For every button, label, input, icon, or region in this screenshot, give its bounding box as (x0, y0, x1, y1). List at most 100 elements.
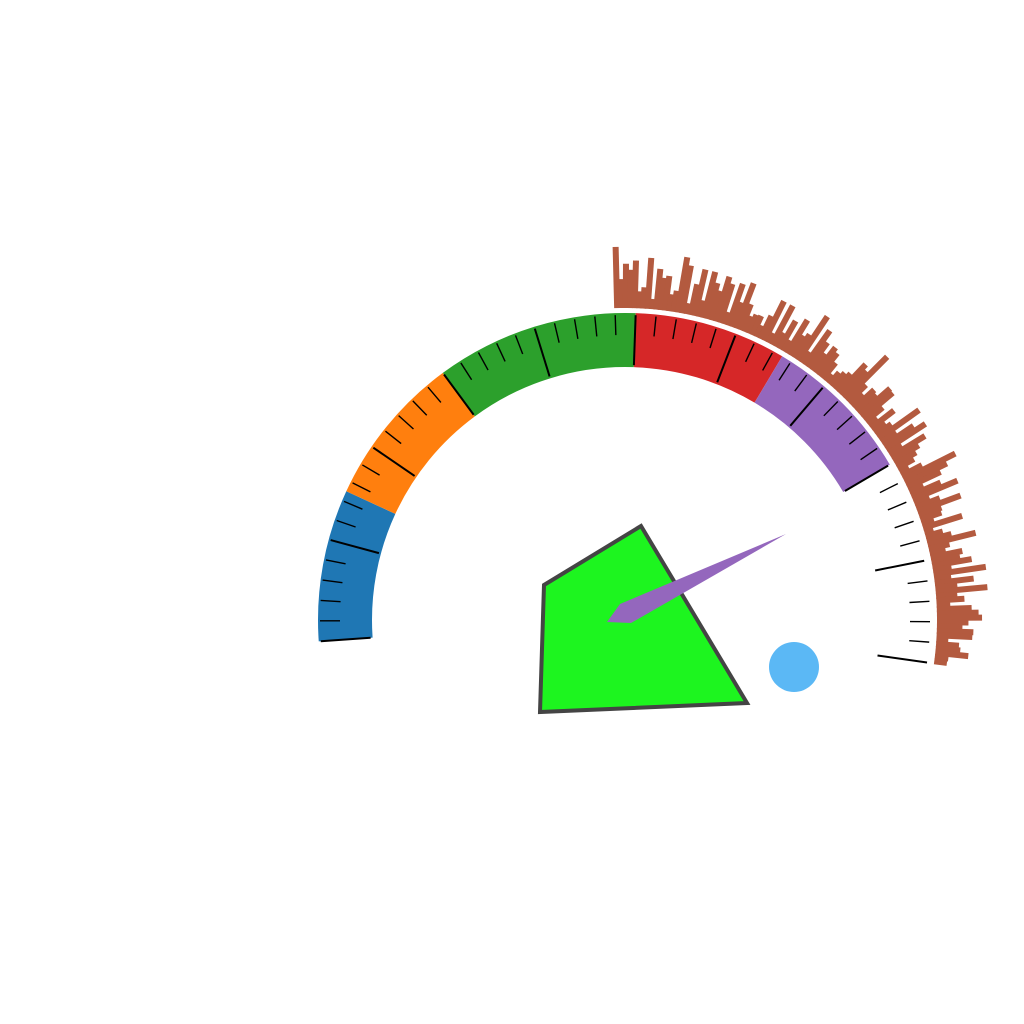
minor-tick (460, 362, 473, 381)
histogram-bar (773, 331, 787, 349)
histogram-bar (657, 277, 668, 311)
histogram-bar (780, 338, 793, 353)
major-tick (372, 446, 416, 477)
histogram-bar (823, 372, 835, 384)
histogram-bar (749, 314, 764, 337)
histogram-bars (612, 246, 988, 666)
minor-tick (325, 559, 346, 565)
histogram-bar (753, 324, 765, 339)
histogram-bar (936, 595, 965, 604)
histogram-bar (935, 591, 958, 600)
minor-tick (594, 316, 598, 337)
histogram-bar (935, 645, 961, 654)
histogram-bar (924, 528, 944, 540)
histogram-bar (934, 582, 958, 591)
major-tick (443, 373, 475, 416)
minor-tick (343, 500, 363, 510)
histogram-bar (866, 415, 879, 428)
minor-tick (744, 343, 755, 363)
histogram-bar (745, 313, 760, 335)
histogram-bar (882, 423, 916, 449)
histogram-bar (916, 492, 962, 515)
histogram-bar (708, 290, 724, 322)
histogram-bar (661, 275, 673, 311)
histogram-bar (914, 495, 941, 511)
major-tick (844, 464, 889, 492)
histogram-bar (936, 632, 973, 641)
histogram-bar (761, 299, 787, 343)
gauge-band-3 (442, 313, 636, 417)
minor-tick (573, 319, 579, 340)
minor-tick (709, 328, 717, 349)
minor-tick (762, 352, 773, 371)
histogram-bar (932, 564, 952, 574)
histogram-bar (644, 257, 655, 310)
histogram-bar (898, 464, 911, 475)
minor-tick (385, 430, 402, 445)
minor-tick (672, 319, 677, 340)
histogram-bar (666, 293, 675, 312)
minor-tick (352, 482, 371, 493)
histogram-bar (687, 283, 701, 316)
histogram-bar (902, 450, 957, 483)
minor-tick (860, 447, 878, 461)
histogram-bar (725, 282, 746, 327)
minor-tick (823, 401, 839, 417)
histogram-bar (874, 421, 894, 438)
minor-tick (848, 431, 866, 445)
histogram-bar (809, 351, 828, 373)
gauge-band-4 (633, 313, 783, 403)
histogram-bar (920, 517, 935, 527)
minor-tick (496, 343, 506, 362)
histogram-bar (913, 494, 931, 507)
histogram-bar (648, 298, 656, 310)
histogram-bar (833, 371, 853, 392)
minor-tick (398, 415, 414, 430)
histogram-bar (846, 382, 868, 405)
histogram-bar (836, 362, 868, 395)
histogram-bar (683, 302, 692, 315)
histogram-bar (640, 287, 648, 309)
major-tick (716, 335, 737, 383)
histogram-bar (884, 421, 928, 452)
histogram-bar (635, 291, 643, 309)
gauge-band-1 (318, 491, 396, 642)
histogram-bar (930, 548, 963, 561)
major-tick (533, 328, 551, 377)
histogram-bar (691, 268, 709, 317)
histogram-bar (936, 627, 974, 636)
minor-tick (887, 501, 907, 511)
histogram-bar (627, 269, 634, 309)
histogram-bar (919, 509, 943, 523)
histogram-bar (893, 449, 918, 467)
minor-tick (900, 540, 920, 547)
histogram-bar (704, 282, 721, 320)
histogram-bar (891, 442, 921, 464)
histogram-bar (909, 479, 942, 499)
histogram-bar (795, 314, 830, 363)
histogram-bar (712, 275, 733, 323)
major-tick (330, 539, 380, 555)
histogram-bar (737, 302, 754, 332)
histogram-bar (765, 331, 776, 345)
histogram-bar (791, 332, 813, 360)
histogram-bar (934, 653, 949, 662)
histogram-bar (631, 260, 640, 309)
histogram-bar (717, 283, 736, 324)
histogram-bar (860, 390, 895, 421)
histogram-bar (670, 290, 680, 313)
histogram-bar (933, 573, 952, 582)
major-tick (877, 654, 928, 664)
data-polygon (537, 523, 751, 715)
histogram-bar (917, 504, 943, 519)
minor-tick (514, 335, 524, 355)
histogram-bar (871, 420, 888, 435)
histogram-bar (930, 553, 961, 565)
histogram-bar (653, 268, 664, 310)
histogram-bar (826, 370, 842, 387)
histogram-bar (936, 636, 949, 644)
histogram-bar (936, 601, 951, 608)
histogram-bar (936, 609, 979, 617)
histogram-bar (927, 529, 977, 548)
histogram-bar (922, 513, 963, 531)
